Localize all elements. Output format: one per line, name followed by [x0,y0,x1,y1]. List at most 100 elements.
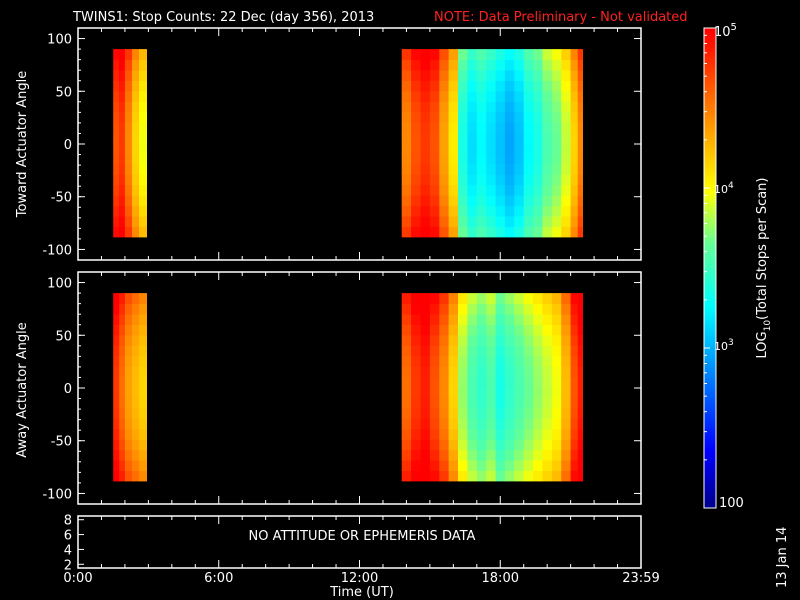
away-heatmap-cell [448,407,459,419]
away-heatmap-cell [570,366,579,378]
toward-heatmap-cell [551,205,562,217]
away-heatmap-cell [577,428,583,440]
toward-y-tick-label: -50 [51,191,72,206]
away-heatmap-cell [476,334,487,346]
away-heatmap-cell [542,459,553,471]
away-heatmap-cell [570,407,579,419]
away-heatmap-cell [577,345,583,357]
away-heatmap-cell [119,428,126,440]
away-heatmap-cell [533,313,544,325]
away-heatmap-cell [119,355,126,367]
toward-heatmap-cell [523,184,534,196]
away-heatmap-cell [514,428,525,440]
away-heatmap-cell [467,439,478,451]
toward-heatmap-cell [124,132,133,144]
away-heatmap-cell [401,334,412,346]
away-heatmap-cell [467,459,478,471]
toward-heatmap-cell [495,49,506,61]
toward-heatmap-cell [577,59,583,71]
toward-heatmap-cell [420,163,431,175]
away-heatmap-cell [411,418,422,430]
toward-heatmap-cell [448,90,459,102]
toward-heatmap-cell [533,226,544,238]
toward-heatmap-cell [504,90,515,102]
away-heatmap-cell [523,449,534,461]
away-heatmap-cell [139,324,147,336]
toward-heatmap-cell [429,101,440,113]
away-y-label: Away Actuator Angle [15,322,30,457]
toward-heatmap-cell [486,215,497,227]
toward-heatmap-cell [411,195,422,207]
away-panel: 100 50 0 -50 -100 Away Actuator Angle [15,271,642,505]
toward-heatmap-cell [448,174,459,186]
away-heatmap-cell [411,293,422,305]
toward-heatmap-cell [420,69,431,81]
away-heatmap-cell [429,324,440,336]
toward-heatmap-cell [561,163,572,175]
toward-heatmap-cell [577,111,583,123]
away-heatmap-cell [467,386,478,398]
away-heatmap-cell [113,293,120,305]
ephemeris-y-tick-label: 4 [64,543,72,558]
away-heatmap-cell [476,345,487,357]
away-heatmap-cell [119,313,126,325]
away-heatmap-cell [495,324,506,336]
away-heatmap-cell [577,293,583,305]
away-heatmap-cell [504,449,515,461]
toward-heatmap-cell [514,153,525,165]
toward-heatmap-cell [124,174,133,186]
away-heatmap-cell [420,407,431,419]
away-heatmap-cell [401,355,412,367]
toward-heatmap-cell [458,69,468,81]
away-heatmap-cell [458,376,468,388]
away-heatmap-cell [476,366,487,378]
away-heatmap-cell [577,386,583,398]
away-heatmap-cell [420,470,431,482]
away-heatmap-cell [401,376,412,388]
away-heatmap-cell [486,418,497,430]
toward-heatmap-cell [113,163,120,175]
toward-heatmap-cell [401,153,412,165]
toward-heatmap-cell [504,69,515,81]
toward-heatmap-cell [448,132,459,144]
toward-heatmap-cell [124,195,133,207]
away-heatmap-cell [448,313,459,325]
toward-heatmap-cell [429,153,440,165]
toward-heatmap-cell [139,59,147,71]
away-heatmap-cell [124,324,133,336]
toward-heatmap-cell [476,101,487,113]
away-heatmap-cell [476,293,487,305]
toward-heatmap-cell [570,132,579,144]
away-heatmap-cell [132,334,140,346]
away-heatmap-cell [139,386,147,398]
toward-heatmap-cell [542,49,553,61]
toward-heatmap-cell [132,142,140,154]
away-heatmap-cell [439,470,450,482]
toward-heatmap-cell [495,205,506,217]
toward-heatmap-cell [124,184,133,196]
away-heatmap-cell [486,470,497,482]
away-heatmap-cell [139,470,147,482]
toward-heatmap-cell [561,174,572,186]
toward-heatmap-cell [411,132,422,144]
toward-heatmap-cell [523,111,534,123]
toward-heatmap-cell [401,132,412,144]
toward-heatmap-cell [429,59,440,71]
toward-heatmap-cell [439,153,450,165]
away-heatmap-cell [551,418,562,430]
toward-heatmap-cell [514,69,525,81]
away-heatmap-cell [495,428,506,440]
away-heatmap-cell [132,324,140,336]
away-heatmap-cell [132,345,140,357]
toward-heatmap-cell [439,226,450,238]
away-heatmap-cell [119,376,126,388]
toward-heatmap-cell [533,122,544,134]
toward-heatmap-cell [570,69,579,81]
away-heatmap-cell [124,334,133,346]
away-heatmap-cell [504,313,515,325]
toward-heatmap-cell [139,101,147,113]
toward-heatmap-cell [119,90,126,102]
away-heatmap-cell [420,366,431,378]
away-heatmap-cell [542,470,553,482]
toward-heatmap-cell [551,153,562,165]
